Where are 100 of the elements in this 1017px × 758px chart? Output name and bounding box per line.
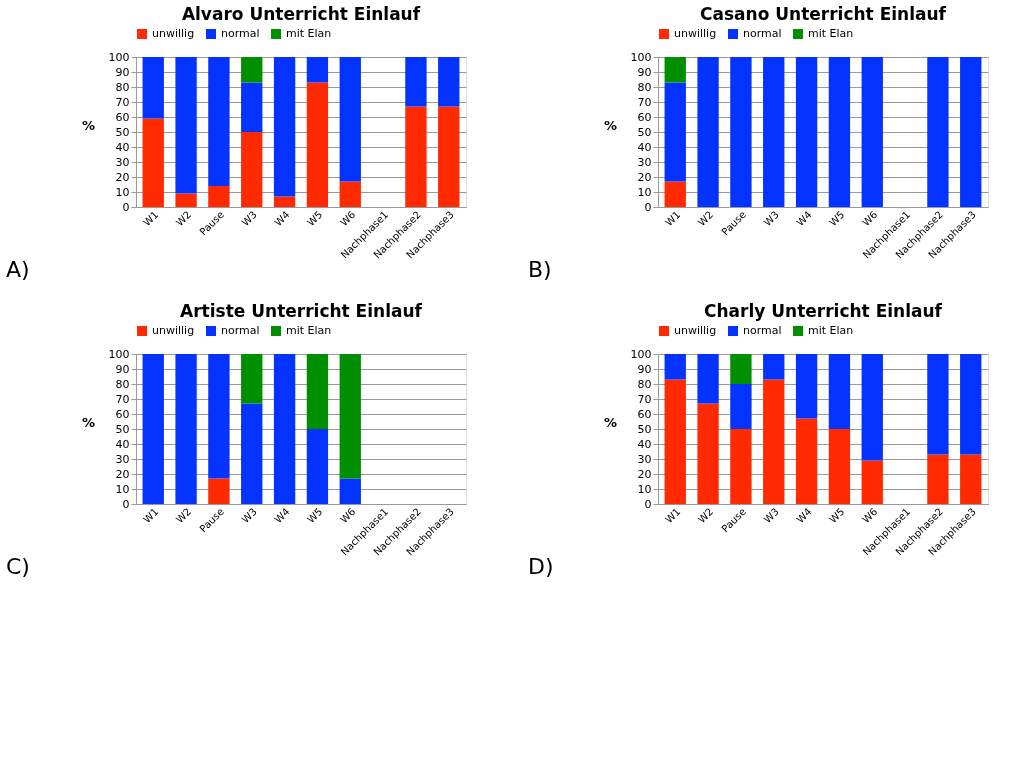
bar — [405, 57, 427, 107]
y-tick-label: 50 — [637, 125, 652, 139]
chart-title: Casano Unterricht Einlauf — [700, 4, 947, 24]
y-tick-label: 90 — [637, 65, 652, 79]
y-tick-label: 100 — [108, 50, 130, 64]
legend-label: unwillig — [674, 27, 717, 40]
y-tick-label: 50 — [115, 125, 130, 139]
x-tick-label: W4 — [272, 505, 292, 526]
bar — [927, 57, 949, 207]
x-tick-label: W2 — [173, 505, 194, 526]
bar — [861, 354, 883, 461]
x-tick-label: W4 — [794, 505, 814, 526]
bar — [175, 57, 197, 194]
bar — [208, 478, 230, 504]
x-tick-label: W5 — [827, 208, 847, 229]
y-tick-label: 30 — [115, 452, 130, 466]
x-tick-label: W3 — [761, 505, 781, 526]
bar — [241, 354, 263, 404]
legend-label: normal — [743, 324, 782, 337]
legend-label: normal — [221, 324, 260, 337]
y-tick-label: 20 — [637, 170, 652, 184]
y-tick-label: 0 — [644, 200, 652, 214]
x-tick-label: W3 — [239, 208, 259, 229]
bar — [142, 57, 164, 119]
y-tick-label: 80 — [637, 80, 652, 94]
bar — [730, 384, 752, 429]
y-axis-title: % — [81, 117, 96, 133]
x-tick-label: W3 — [239, 505, 259, 526]
bar — [208, 354, 230, 479]
bar — [927, 354, 949, 455]
y-tick-label: 90 — [637, 362, 652, 376]
y-tick-label: 70 — [637, 95, 652, 109]
y-tick-label: 60 — [637, 407, 652, 421]
bar — [208, 57, 230, 186]
y-tick-label: 0 — [122, 200, 130, 214]
bar — [861, 57, 883, 207]
bar — [697, 354, 719, 404]
text: B) — [528, 257, 552, 282]
bar — [763, 354, 785, 380]
y-axis-title: % — [603, 414, 618, 430]
y-tick-label: 100 — [108, 347, 130, 361]
y-tick-label: 40 — [115, 437, 130, 451]
bar — [273, 354, 296, 504]
bar — [306, 354, 329, 429]
y-tick-label: 50 — [637, 422, 652, 436]
y-tick-label: 70 — [637, 392, 652, 406]
bar — [960, 354, 982, 455]
bar — [175, 193, 197, 207]
y-tick-label: 80 — [637, 377, 652, 391]
x-tick-label: W2 — [695, 505, 716, 526]
legend-label: unwillig — [152, 324, 195, 337]
bar — [664, 379, 686, 504]
chart-title: Charly Unterricht Einlauf — [704, 301, 943, 321]
bar — [795, 57, 818, 207]
bar — [175, 354, 197, 504]
x-tick-label: W5 — [827, 505, 847, 526]
bar — [339, 478, 361, 504]
y-tick-label: 10 — [637, 185, 652, 199]
bar — [241, 132, 263, 207]
y-tick-label: 10 — [637, 482, 652, 496]
bar — [339, 181, 361, 207]
y-tick-label: 20 — [115, 467, 130, 481]
y-tick-label: 30 — [115, 155, 130, 169]
bar — [828, 57, 851, 207]
bar — [306, 429, 329, 504]
text: C) — [6, 554, 30, 579]
x-tick-label: W2 — [695, 208, 716, 229]
y-tick-label: 60 — [637, 110, 652, 124]
bar — [960, 454, 982, 504]
y-tick-label: 60 — [115, 110, 130, 124]
bar — [664, 181, 686, 207]
y-tick-label: 60 — [115, 407, 130, 421]
x-tick-label: W5 — [305, 505, 325, 526]
x-tick-label: W4 — [794, 208, 814, 229]
y-tick-label: 10 — [115, 482, 130, 496]
bar — [828, 354, 851, 429]
y-tick-label: 70 — [115, 95, 130, 109]
y-tick-label: 30 — [637, 452, 652, 466]
legend-label: mit Elan — [286, 27, 332, 40]
bar — [241, 82, 263, 132]
bar — [438, 57, 460, 107]
bar — [273, 196, 296, 207]
legend-label: mit Elan — [808, 27, 854, 40]
bar — [306, 82, 329, 207]
bar — [339, 354, 361, 479]
bar — [142, 118, 164, 207]
bar — [273, 57, 296, 197]
bar — [927, 454, 949, 504]
bar — [730, 429, 752, 504]
y-tick-label: 10 — [115, 185, 130, 199]
y-tick-label: 0 — [644, 497, 652, 511]
bar — [142, 354, 164, 504]
y-tick-label: 20 — [115, 170, 130, 184]
y-axis-title: % — [603, 117, 618, 133]
x-tick-label: W1 — [141, 208, 161, 229]
bar — [241, 57, 263, 83]
bar — [208, 186, 230, 207]
y-axis-title: % — [81, 414, 96, 430]
x-tick-label: W1 — [663, 208, 683, 229]
x-tick-label: W2 — [173, 208, 194, 229]
